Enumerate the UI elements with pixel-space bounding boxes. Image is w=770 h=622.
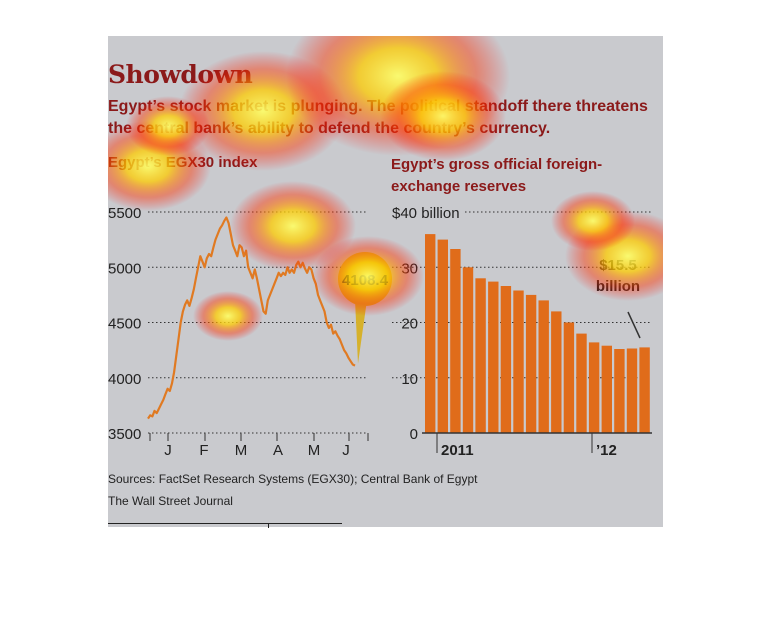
reserves-callout-label: $15.5 — [599, 257, 637, 274]
reserves-bar — [475, 278, 486, 433]
reserves-bar — [450, 249, 461, 433]
reserves-y-tick-label: 20 — [401, 316, 418, 333]
reserves-bar-chart: $40 billion 30 20 10 0 2011 ’12 $15.5 billion — [392, 205, 652, 459]
reserves-bar — [563, 322, 575, 433]
reserves-bar — [538, 300, 549, 433]
reserves-bar — [601, 345, 612, 433]
egx30-x-tick-label: J — [342, 442, 350, 459]
egx30-line-chart: 5500 5000 4500 4000 3500 J F M A M J 4108.4 — [108, 205, 392, 459]
reserves-bar — [576, 333, 587, 433]
egx30-y-tick-label: 4500 — [108, 316, 141, 333]
reserves-bar — [462, 267, 474, 434]
egx30-series-line — [147, 216, 356, 420]
reserves-bar — [626, 348, 638, 433]
reserves-callout-label: billion — [596, 278, 640, 295]
sources-note: Sources: FactSet Research Systems (EGX30… — [108, 472, 478, 486]
reserves-y-tick-label: 30 — [401, 260, 418, 277]
reserves-x-tick-label: 2011 — [441, 442, 474, 459]
egx30-y-tick-label: 4000 — [108, 371, 141, 388]
egx30-callout-label: 4108.4 — [342, 272, 389, 289]
egx30-x-tick-label: J — [164, 442, 172, 459]
egx30-y-tick-label: 5000 — [108, 260, 141, 277]
reserves-y-tick-label: 0 — [410, 426, 418, 443]
footer-rule — [108, 523, 342, 524]
reserves-bar — [488, 281, 499, 433]
reserves-bar — [639, 347, 650, 433]
reserves-y-tick-label: $40 billion — [392, 205, 460, 222]
reserves-callout-pointer — [627, 311, 641, 339]
egx30-y-tick-label: 5500 — [108, 205, 141, 222]
reserves-bar — [525, 294, 537, 433]
reserves-bar — [425, 234, 436, 433]
egx30-x-tick-label: A — [273, 442, 283, 459]
egx30-x-tick-label: F — [199, 442, 208, 459]
reserves-bar — [588, 342, 600, 433]
reserves-title-line: exchange reserves — [391, 178, 527, 195]
reserves-bar — [551, 311, 562, 433]
reserves-bar — [513, 290, 524, 433]
egx30-y-tick-label: 3500 — [108, 426, 141, 443]
reserves-bar — [614, 349, 625, 433]
egx30-callout-pointer — [355, 300, 367, 364]
reserves-x-tick-label: ’12 — [596, 442, 617, 459]
egx30-x-tick-label: M — [308, 442, 321, 459]
egx30-x-tick-label: M — [235, 442, 248, 459]
reserves-bar — [437, 239, 448, 433]
credit-line: The Wall Street Journal — [108, 494, 233, 508]
reserves-bar — [500, 286, 512, 433]
reserves-y-tick-label: 10 — [401, 371, 418, 388]
footer-rule-tick — [268, 523, 269, 528]
